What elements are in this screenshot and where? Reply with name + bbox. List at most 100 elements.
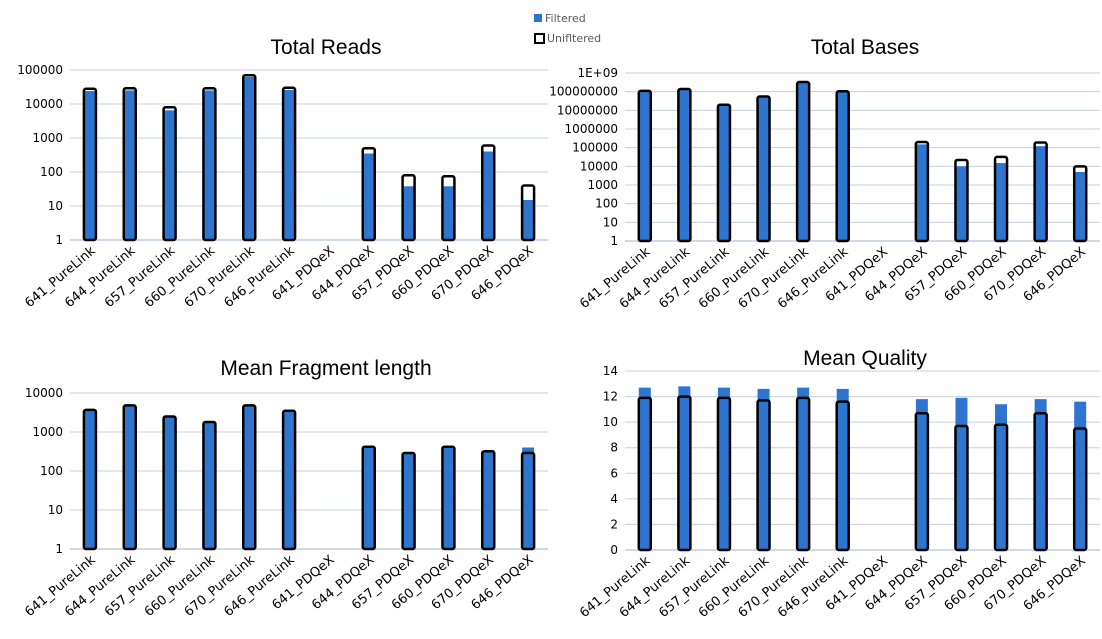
bar-filtered bbox=[163, 416, 176, 549]
chart-panel-4: Mean Quality02468101214641_PureLink644_P… bbox=[577, 347, 1100, 621]
bar-unfiltered bbox=[242, 404, 257, 551]
bar-unfiltered bbox=[361, 445, 376, 551]
bar-unfiltered bbox=[677, 395, 692, 552]
legend-label-filtered: Filtered bbox=[545, 11, 586, 25]
y-tick-label: 10 bbox=[48, 199, 63, 213]
bar-unfiltered bbox=[441, 445, 456, 551]
y-tick-label: 1 bbox=[55, 542, 63, 556]
chart-title: Mean Fragment length bbox=[220, 357, 431, 380]
bar-unfiltered bbox=[401, 451, 416, 551]
bar-unfiltered bbox=[795, 396, 811, 552]
bar-filtered bbox=[83, 409, 96, 549]
y-tick-label: 10 bbox=[603, 215, 618, 229]
bar-unfiltered bbox=[401, 174, 416, 242]
bar-filtered bbox=[915, 399, 928, 550]
bar-filtered bbox=[1074, 171, 1087, 241]
y-tick-label: 1000000 bbox=[565, 122, 618, 136]
bar-unfiltered bbox=[914, 140, 930, 243]
bar-unfiltered bbox=[1033, 141, 1048, 243]
bar-unfiltered bbox=[677, 87, 692, 243]
bar-unfiltered bbox=[162, 106, 177, 242]
y-tick-label: 10 bbox=[603, 415, 618, 429]
bar-unfiltered bbox=[1072, 427, 1088, 552]
bar-unfiltered bbox=[82, 87, 98, 242]
chart-panel-3: Mean Fragment length110100100010000641_P… bbox=[22, 357, 548, 620]
legend-swatch-filtered bbox=[534, 14, 542, 22]
chart-panel-2: Total Bases 1 10 100 1000 10000 100000 1000000 1… bbox=[549, 36, 1100, 312]
bar-filtered bbox=[203, 422, 216, 549]
bar-unfiltered bbox=[954, 158, 969, 243]
bar-filtered bbox=[955, 166, 968, 241]
bar-unfiltered bbox=[637, 396, 653, 552]
bar-filtered bbox=[638, 91, 651, 242]
bar-unfiltered bbox=[162, 415, 177, 551]
y-tick-label: 1 bbox=[55, 233, 63, 247]
bar-filtered bbox=[123, 90, 136, 241]
bar-filtered bbox=[482, 151, 495, 240]
y-tick-label: 100000000 bbox=[549, 85, 618, 99]
y-tick-label: 100 bbox=[40, 464, 63, 478]
y-tick-label: 100 bbox=[40, 165, 63, 179]
bar-unfiltered bbox=[993, 155, 1009, 243]
y-tick-label: 1000 bbox=[32, 425, 63, 439]
chart-title: Total Bases bbox=[811, 36, 920, 59]
bar-unfiltered bbox=[520, 451, 536, 551]
bar-filtered bbox=[836, 388, 849, 550]
chart-title: Mean Quality bbox=[803, 347, 927, 370]
bar-filtered bbox=[717, 387, 730, 550]
bar-filtered bbox=[797, 83, 810, 241]
y-tick-label: 1000 bbox=[587, 178, 618, 192]
legend-item-unfiltered: Unifltered bbox=[534, 28, 601, 48]
bar-unfiltered bbox=[1033, 411, 1048, 552]
bar-filtered bbox=[757, 388, 770, 550]
bar-filtered bbox=[442, 186, 455, 240]
y-tick-label: 6 bbox=[610, 466, 618, 480]
bar-filtered bbox=[1034, 399, 1047, 550]
y-tick-label: 10000000 bbox=[557, 103, 618, 117]
chart-panel-1: Total Reads110100100010000100000641_Pure… bbox=[17, 36, 548, 311]
bar-unfiltered bbox=[954, 424, 969, 552]
bar-filtered bbox=[522, 200, 535, 240]
bar-filtered bbox=[836, 92, 849, 241]
bar-unfiltered bbox=[202, 87, 217, 242]
y-tick-label: 0 bbox=[610, 543, 618, 557]
y-tick-label: 2 bbox=[610, 517, 618, 531]
bar-unfiltered bbox=[1072, 165, 1088, 243]
bar-unfiltered bbox=[202, 420, 217, 551]
bar-filtered bbox=[915, 144, 928, 241]
bar-filtered bbox=[203, 90, 216, 241]
bar-unfiltered bbox=[993, 423, 1009, 552]
bar-unfiltered bbox=[756, 399, 771, 552]
y-tick-label: 8 bbox=[610, 441, 618, 455]
bar-unfiltered bbox=[756, 95, 771, 243]
y-tick-label: 1 bbox=[610, 234, 618, 248]
bar-unfiltered bbox=[637, 89, 653, 243]
y-tick-label: 100 bbox=[595, 197, 618, 211]
bar-filtered bbox=[482, 451, 495, 549]
y-tick-label: 100000 bbox=[572, 141, 618, 155]
bar-filtered bbox=[362, 153, 375, 240]
bar-filtered bbox=[442, 446, 455, 549]
bar-filtered bbox=[955, 397, 968, 550]
bar-filtered bbox=[1074, 401, 1087, 550]
bar-filtered bbox=[995, 404, 1008, 550]
legend-label-unfiltered: Unifltered bbox=[547, 31, 602, 45]
y-tick-label: 100000 bbox=[17, 63, 63, 77]
bar-unfiltered bbox=[716, 396, 732, 552]
bar-filtered bbox=[243, 77, 256, 240]
bar-unfiltered bbox=[835, 400, 850, 552]
bar-filtered bbox=[402, 452, 415, 549]
bar-unfiltered bbox=[481, 144, 496, 242]
y-tick-label: 12 bbox=[603, 390, 618, 404]
legend: Filtered Unifltered bbox=[534, 8, 601, 48]
bar-unfiltered bbox=[914, 411, 930, 552]
y-tick-label: 10000 bbox=[25, 97, 63, 111]
y-tick-label: 10000 bbox=[25, 386, 63, 400]
y-tick-label: 4 bbox=[610, 492, 618, 506]
bar-filtered bbox=[283, 410, 296, 549]
bar-filtered bbox=[522, 447, 535, 549]
bar-unfiltered bbox=[835, 90, 850, 243]
bar-filtered bbox=[402, 186, 415, 240]
bar-unfiltered bbox=[361, 146, 376, 242]
